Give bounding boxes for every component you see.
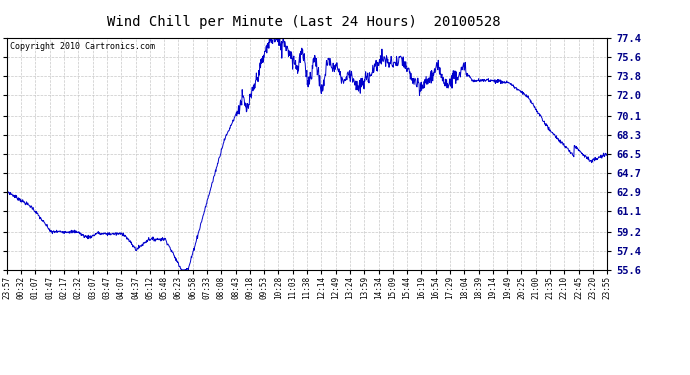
- Text: Copyright 2010 Cartronics.com: Copyright 2010 Cartronics.com: [10, 42, 155, 51]
- Text: Wind Chill per Minute (Last 24 Hours)  20100528: Wind Chill per Minute (Last 24 Hours) 20…: [107, 15, 500, 29]
